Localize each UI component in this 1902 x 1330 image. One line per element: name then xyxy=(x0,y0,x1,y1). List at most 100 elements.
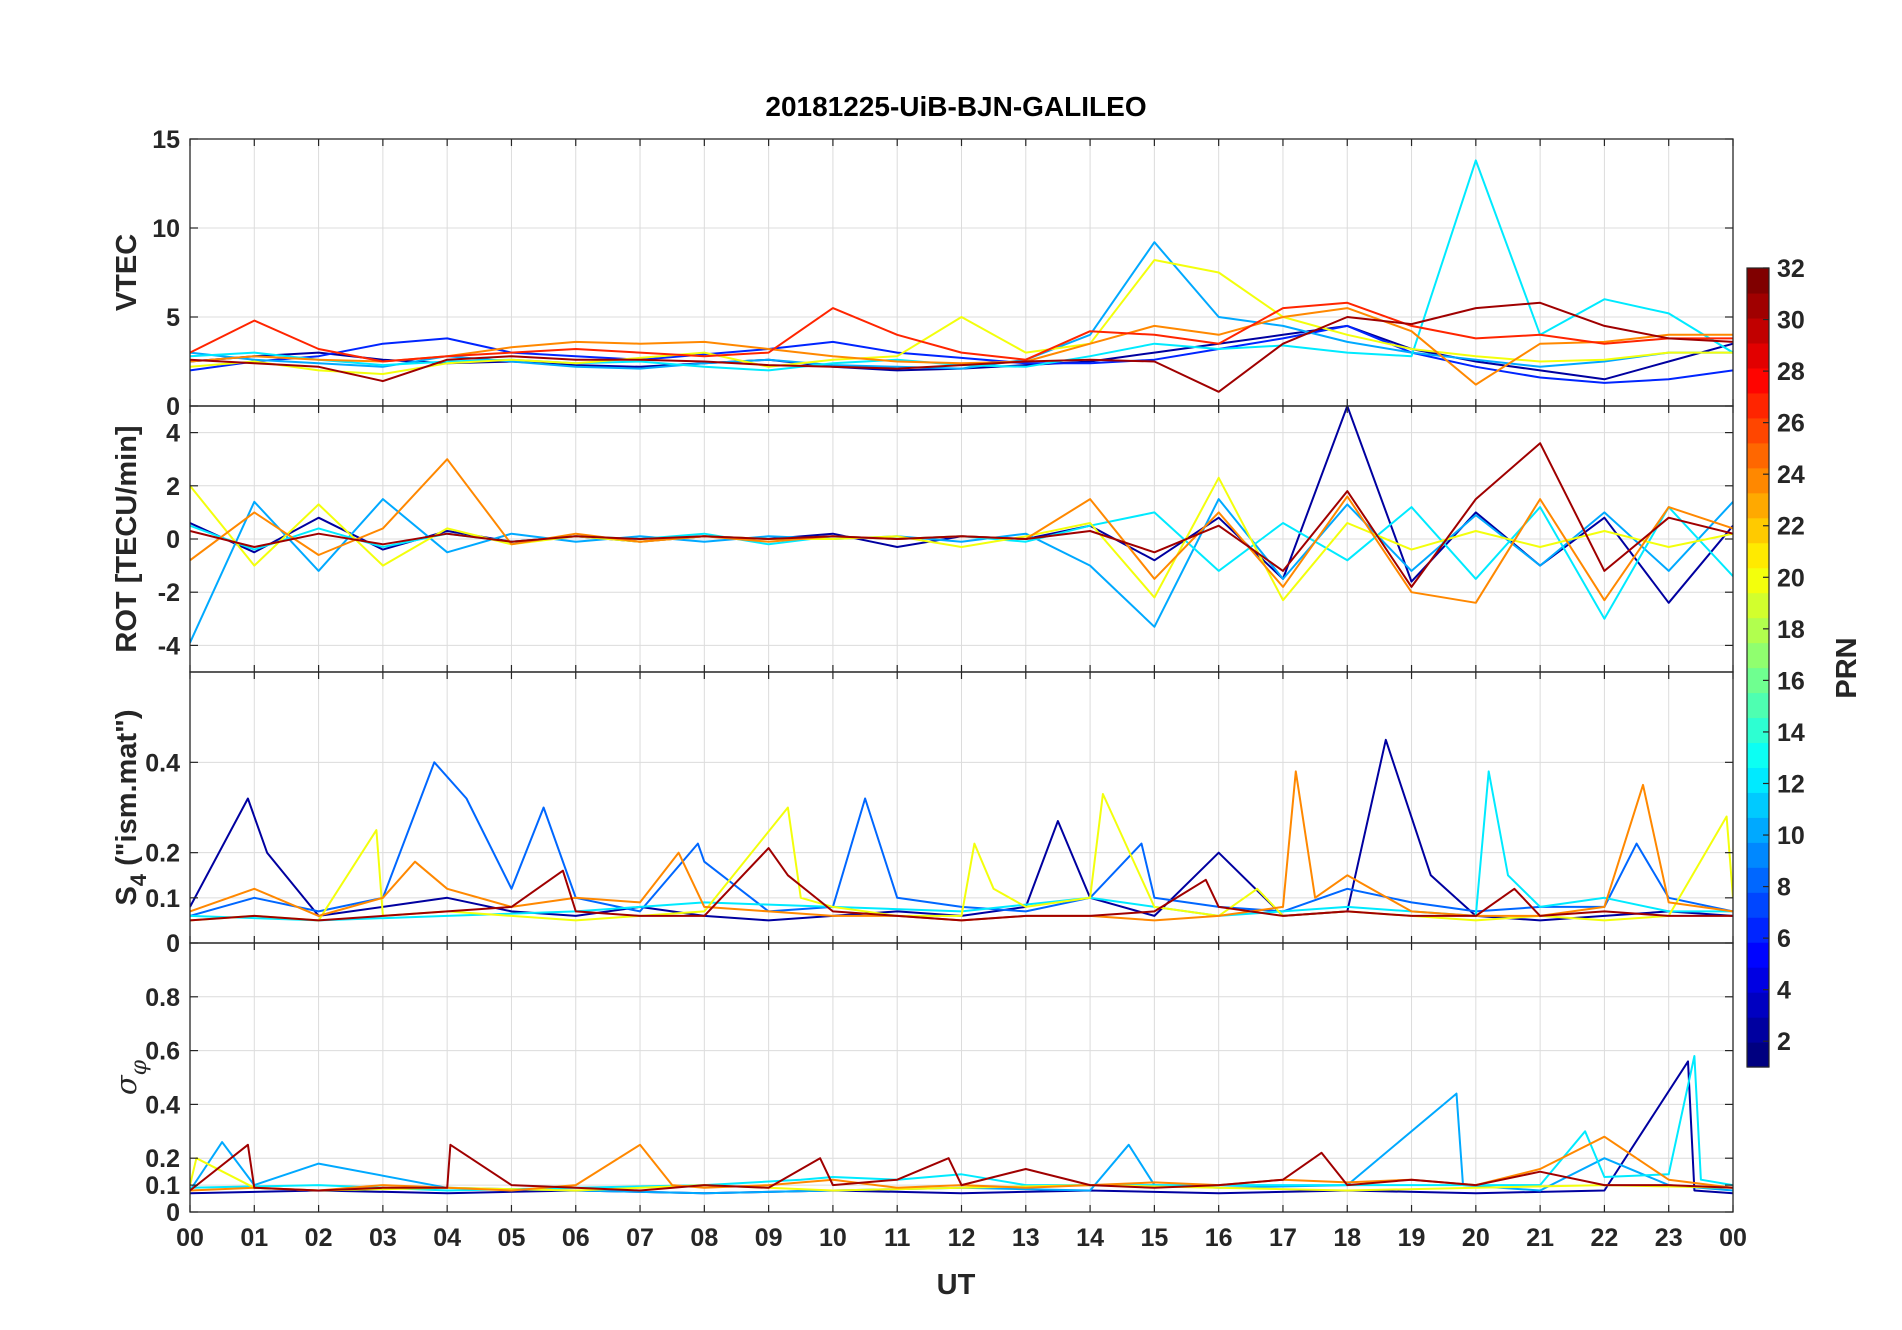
colorbar-segment xyxy=(1747,317,1769,344)
colorbar-tick-label: 24 xyxy=(1777,461,1805,489)
colorbar-segment xyxy=(1747,1017,1769,1043)
colorbar-segment xyxy=(1747,542,1769,569)
x-tick-label: 08 xyxy=(690,1224,718,1252)
colorbar-segment xyxy=(1747,842,1769,868)
colorbar-segment xyxy=(1747,692,1769,719)
x-axis-label: UT xyxy=(937,1269,976,1301)
colorbar-segment xyxy=(1747,992,1769,1018)
x-tick-label: 16 xyxy=(1205,1224,1233,1252)
colorbar-segment xyxy=(1747,467,1769,494)
series-prn-31 xyxy=(190,847,1733,922)
y-tick-label: 0.4 xyxy=(145,1091,180,1119)
y-tick-label: 10 xyxy=(152,215,180,243)
series-prn-20 xyxy=(190,793,1733,922)
colorbar-tick-label: 30 xyxy=(1777,307,1805,335)
x-tick-label: 09 xyxy=(755,1224,783,1252)
y-tick-label: 0.1 xyxy=(145,885,180,913)
x-tick-label: 18 xyxy=(1333,1224,1361,1252)
panel-s4: 0 0.1 0.2 0.4S4 ("ism.mat") xyxy=(111,671,1734,958)
y-tick-label: 0.4 xyxy=(145,749,180,777)
x-tick-label: 00 xyxy=(176,1224,204,1252)
x-tick-label: 19 xyxy=(1398,1224,1426,1252)
y-tick-label: 0.1 xyxy=(145,1172,180,1200)
colorbar-segment xyxy=(1747,967,1769,993)
colorbar-tick-label: 22 xyxy=(1777,513,1805,541)
x-tick-label: 11 xyxy=(884,1224,911,1252)
x-tick-label: 04 xyxy=(433,1224,461,1252)
series-prn-31 xyxy=(190,442,1733,588)
rot-series xyxy=(190,406,1733,644)
y-tick-label: 0 xyxy=(166,930,180,958)
colorbar-segment xyxy=(1747,442,1769,469)
colorbar-segment xyxy=(1747,642,1769,669)
s4-series xyxy=(190,738,1733,922)
colorbar-segment xyxy=(1747,917,1769,943)
y-tick-label: 15 xyxy=(152,126,180,154)
y-tick-label: 0.6 xyxy=(145,1038,180,1066)
colorbar-segment xyxy=(1747,667,1769,694)
colorbar-tick-label: 2 xyxy=(1777,1028,1791,1056)
colorbar-tick-label: 12 xyxy=(1777,770,1805,798)
colorbar-tick-label: 28 xyxy=(1777,358,1805,386)
x-tick-label: 17 xyxy=(1269,1224,1297,1252)
panel-sigma_phi: 00.10.2 0.4 0.6 0.8 σφ xyxy=(109,942,1734,1227)
colorbar-segment xyxy=(1747,342,1769,369)
x-tick-label: 05 xyxy=(498,1224,526,1252)
colorbar-tick-label: 10 xyxy=(1777,822,1805,850)
x-tick-label: 21 xyxy=(1526,1224,1554,1252)
y-tick-label: 0 xyxy=(166,393,180,421)
series-prn-31 xyxy=(190,1143,1733,1192)
x-tick-label: 06 xyxy=(562,1224,590,1252)
colorbar-tick-label: 32 xyxy=(1777,255,1805,283)
sigma_phi-y-label: σφ xyxy=(109,1059,152,1095)
colorbar-segment xyxy=(1747,867,1769,893)
colorbar-segment xyxy=(1747,268,1769,294)
series-prn-31 xyxy=(190,301,1733,393)
colorbar-segment xyxy=(1747,292,1769,319)
x-tick-label: 13 xyxy=(1012,1224,1040,1252)
chart-title: 20181225-UiB-BJN-GALILEO xyxy=(765,91,1146,122)
vtec-series xyxy=(190,159,1733,393)
colorbar-segment xyxy=(1747,417,1769,444)
series-prn-20 xyxy=(190,476,1733,602)
colorbar-segment xyxy=(1747,717,1769,744)
x-tick-label: 20 xyxy=(1462,1224,1490,1252)
series-prn-20 xyxy=(190,259,1733,375)
colorbar-tick-label: 14 xyxy=(1777,719,1805,747)
x-tick-label: 23 xyxy=(1655,1224,1683,1252)
x-tick-label: 02 xyxy=(305,1224,333,1252)
y-tick-label: 4 xyxy=(166,420,180,448)
y-tick-label: -2 xyxy=(158,579,180,607)
colorbar-segment xyxy=(1747,792,1769,818)
sigma_phi-series xyxy=(190,1055,1733,1195)
panel-rot: -4 -2 0 2 4 ROT [TECU/min] xyxy=(111,405,1734,673)
x-tick-label: 00 xyxy=(1719,1224,1747,1252)
colorbar-tick-label: 4 xyxy=(1777,977,1791,1005)
colorbar-segment xyxy=(1747,592,1769,619)
colorbar-segment xyxy=(1747,742,1769,768)
x-tick-labels: 00 01 02 03 04 05 06 07 08 09 10 11 12 13 14 15 16 17 18 19… xyxy=(176,1224,1747,1252)
colorbar-tick-label: 16 xyxy=(1777,667,1805,695)
colorbar-segment xyxy=(1747,367,1769,394)
x-tick-label: 10 xyxy=(819,1224,847,1252)
y-tick-label: 0.2 xyxy=(145,1145,180,1173)
x-tick-label: 07 xyxy=(626,1224,654,1252)
x-tick-label: 14 xyxy=(1076,1224,1104,1252)
y-tick-label: 0 xyxy=(166,526,180,554)
colorbar-tick-label: 6 xyxy=(1777,925,1791,953)
vtec-y-label: VTEC xyxy=(111,234,143,311)
x-tick-label: 01 xyxy=(240,1224,268,1252)
y-tick-label: 5 xyxy=(166,304,180,332)
colorbar-segment xyxy=(1747,817,1769,843)
series-prn-10 xyxy=(190,1092,1733,1195)
x-tick-label: 15 xyxy=(1140,1224,1168,1252)
s4-y-label: S4 ("ism.mat") xyxy=(111,709,151,905)
colorbar-segment xyxy=(1747,942,1769,968)
colorbar-frame xyxy=(1746,267,1770,1068)
colorbar-tick-label: 20 xyxy=(1777,564,1805,592)
x-tick-label: 03 xyxy=(369,1224,397,1252)
series-prn-12 xyxy=(190,770,1733,922)
colorbar-segment xyxy=(1747,1042,1769,1068)
